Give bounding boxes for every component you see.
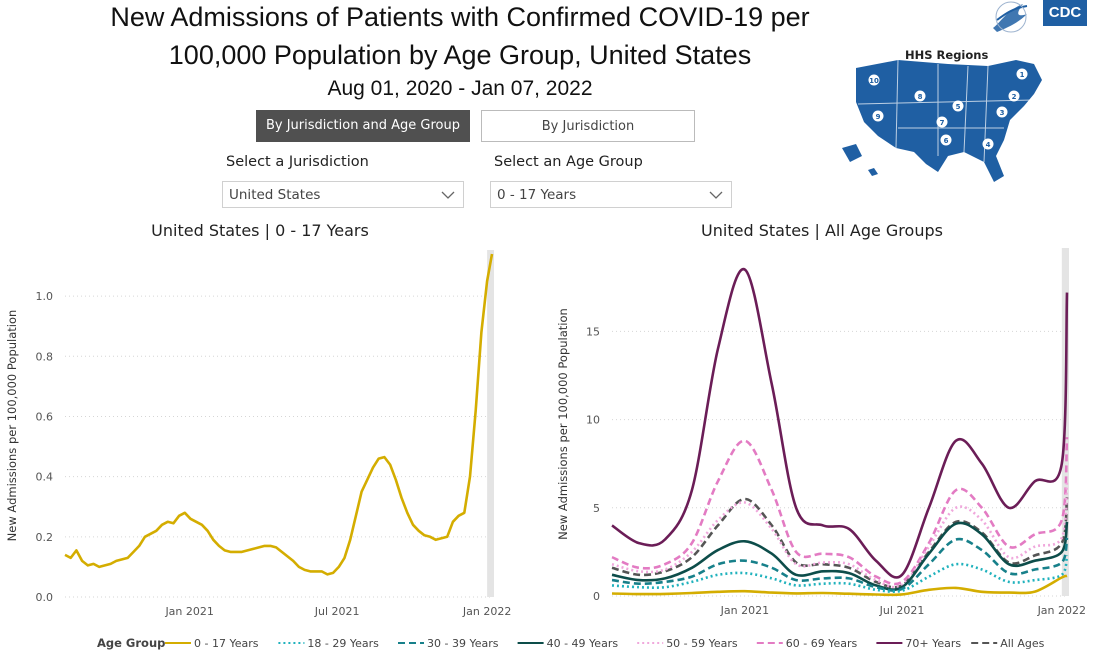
series-line-40-49-years bbox=[611, 521, 1069, 591]
region-number: 6 bbox=[944, 137, 949, 145]
region-number: 10 bbox=[869, 77, 879, 85]
region-marker bbox=[940, 134, 952, 146]
date-range: Aug 01, 2020 - Jan 07, 2022 bbox=[327, 77, 593, 100]
series-line-50-59-years bbox=[611, 481, 1069, 589]
legend-item-label: 18 - 29 Years bbox=[307, 637, 379, 650]
y-tick-label: 15 bbox=[586, 325, 600, 338]
current-period-band bbox=[487, 250, 494, 597]
legend-item-label: 70+ Years bbox=[905, 637, 961, 650]
region-number: 5 bbox=[956, 103, 961, 111]
region-marker bbox=[982, 138, 994, 150]
alaska-shape bbox=[842, 144, 862, 162]
y-tick-label: 0.8 bbox=[36, 350, 54, 363]
y-tick-label: 0.4 bbox=[36, 471, 54, 484]
page-title-line1: New Admissions of Patients with Confirme… bbox=[110, 2, 810, 32]
y-tick-label: 5 bbox=[593, 502, 600, 515]
tab-by-jurisdiction-and-age-group[interactable]: By Jurisdiction and Age Group bbox=[256, 110, 470, 142]
region-marker bbox=[1008, 90, 1020, 102]
x-tick-label: Jan 2021 bbox=[164, 605, 213, 618]
x-tick-label: Jan 2022 bbox=[1037, 604, 1086, 617]
y-tick-label: 0.6 bbox=[36, 410, 54, 423]
x-tick-label: Jul 2021 bbox=[314, 605, 360, 618]
legend-item-label: 30 - 39 Years bbox=[427, 637, 499, 650]
x-tick-label: Jan 2021 bbox=[720, 604, 769, 617]
region-number: 1 bbox=[1020, 71, 1025, 79]
x-tick-label: Jan 2022 bbox=[462, 605, 511, 618]
series-line-30-39-years bbox=[611, 537, 1069, 592]
chevron-down-icon bbox=[441, 191, 455, 199]
y-tick-label: 0 bbox=[593, 590, 600, 603]
y-tick-label: 10 bbox=[586, 414, 600, 427]
series-line-18-29-years bbox=[611, 555, 1069, 593]
jurisdiction-value: United States bbox=[229, 187, 321, 203]
legend-item-label: 40 - 49 Years bbox=[547, 637, 619, 650]
region-marker bbox=[872, 110, 884, 122]
age-group-dropdown[interactable]: 0 - 17 Years bbox=[490, 181, 732, 208]
right-chart: 0 5 10 15 Jan 2021 Jul 2021 Jan 2022 New Admiss… bbox=[556, 248, 1086, 617]
legend-item-label: 60 - 69 Years bbox=[786, 637, 858, 650]
left-chart-title: United States | 0 - 17 Years bbox=[151, 221, 369, 240]
series-line-60-69-years bbox=[611, 437, 1069, 586]
region-number: 9 bbox=[876, 113, 881, 121]
series-line-70-years bbox=[611, 268, 1069, 579]
jurisdiction-dropdown[interactable]: United States bbox=[222, 181, 464, 208]
series-line-all-ages bbox=[611, 497, 1069, 589]
right-chart-title: United States | All Age Groups bbox=[701, 221, 943, 240]
us-map-shape bbox=[856, 60, 1042, 182]
hawaii-shape bbox=[868, 168, 878, 176]
region-marker bbox=[952, 100, 964, 112]
region-marker bbox=[868, 74, 880, 86]
region-number: 3 bbox=[1000, 109, 1005, 117]
age-group-label: Select an Age Group bbox=[494, 154, 643, 170]
cdc-logo: CDC bbox=[1043, 0, 1087, 26]
y-tick-label: 0.2 bbox=[36, 531, 54, 544]
page-title-line2: 100,000 Population by Age Group, United … bbox=[168, 40, 752, 70]
region-marker bbox=[996, 106, 1008, 118]
region-number: 7 bbox=[940, 119, 945, 127]
legend-item-label: All Ages bbox=[1000, 637, 1044, 650]
jurisdiction-label: Select a Jurisdiction bbox=[226, 154, 369, 170]
left-chart: 0.0 0.2 0.4 0.6 0.8 1.0 Jan 2021 Jul 2021 Jan 20… bbox=[5, 250, 511, 618]
y-tick-label: 0.0 bbox=[36, 591, 54, 604]
region-marker bbox=[1016, 68, 1028, 80]
series-line-0-17 bbox=[64, 253, 494, 576]
region-marker bbox=[936, 116, 948, 128]
legend-title: Age Group bbox=[97, 636, 165, 650]
series-line-0-17-years bbox=[611, 574, 1068, 597]
region-marker bbox=[914, 90, 926, 102]
age-group-value: 0 - 17 Years bbox=[497, 187, 577, 203]
hhs-eagle-icon bbox=[993, 1, 1028, 33]
region-number: 8 bbox=[918, 93, 923, 101]
y-tick-label: 1.0 bbox=[36, 290, 54, 303]
x-tick-label: Jul 2021 bbox=[879, 604, 925, 617]
chevron-down-icon bbox=[709, 191, 723, 199]
region-number: 2 bbox=[1012, 93, 1017, 101]
legend-item-label: 50 - 59 Years bbox=[666, 637, 738, 650]
tab-by-jurisdiction[interactable]: By Jurisdiction bbox=[481, 110, 695, 142]
legend: Age Group 0 - 17 Years 18 - 29 Years 30 - 3… bbox=[97, 636, 1045, 650]
y-axis-label: New Admissions per 100,000 Population bbox=[5, 310, 19, 542]
legend-item-label: 0 - 17 Years bbox=[194, 637, 259, 650]
region-number: 4 bbox=[986, 141, 991, 149]
map-title: HHS Regions bbox=[905, 48, 989, 62]
y-axis-label: New Admissions per 100,000 Population bbox=[556, 308, 570, 540]
